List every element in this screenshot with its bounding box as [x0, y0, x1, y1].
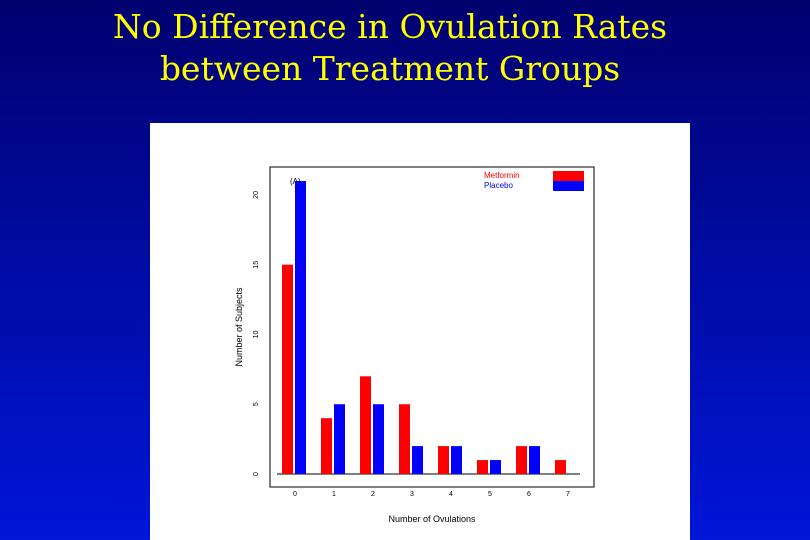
- bar-placebo-0: [295, 180, 306, 475]
- x-tick-label: 3: [410, 491, 414, 498]
- y-tick-label: 5: [253, 402, 260, 406]
- x-axis-title: Number of Ovulations: [388, 514, 476, 524]
- bar-placebo-5: [490, 460, 501, 474]
- bar-metformin-6: [516, 446, 527, 474]
- y-tick-label: 10: [253, 330, 260, 338]
- y-tick-label: 0: [253, 472, 260, 476]
- bar-metformin-5: [477, 460, 488, 474]
- slide-title: No Difference in Ovulation Rates between…: [0, 6, 780, 90]
- y-axis-title: Number of Subjects: [234, 287, 244, 367]
- slide-title-line-2: between Treatment Groups: [159, 49, 621, 88]
- bar-metformin-2: [360, 376, 371, 474]
- x-tick-label: 6: [527, 491, 531, 498]
- legend-label-placebo: Placebo: [484, 181, 513, 190]
- x-tick-label: 0: [293, 491, 297, 498]
- bar-metformin-1: [321, 418, 332, 474]
- x-tick-label: 1: [332, 491, 336, 498]
- chart-figure: (A) Number of Ovulations Number of Subje…: [150, 123, 690, 540]
- bar-placebo-4: [451, 446, 462, 474]
- bar-metformin-4: [438, 446, 449, 474]
- bar-placebo-3: [412, 446, 423, 474]
- bar-placebo-1: [334, 404, 345, 474]
- x-tick-label: 5: [488, 491, 492, 498]
- plot-frame: [269, 166, 595, 488]
- bar-metformin-7: [555, 460, 566, 474]
- x-tick-label: 4: [449, 491, 453, 498]
- bar-metformin-0: [282, 264, 293, 474]
- slide-title-line-1: No Difference in Ovulation Rates: [112, 7, 668, 46]
- y-tick-label: 20: [253, 191, 260, 199]
- bar-placebo-6: [529, 446, 540, 474]
- y-tick-label: 15: [253, 261, 260, 269]
- legend-swatch-placebo: [553, 181, 584, 191]
- legend-swatch-metformin: [553, 171, 584, 181]
- legend-label-metformin: Metformin: [484, 171, 520, 180]
- bar-placebo-2: [373, 404, 384, 474]
- x-tick-label: 2: [371, 491, 375, 498]
- x-tick-label: 7: [566, 491, 570, 498]
- bar-metformin-3: [399, 404, 410, 474]
- bar-chart: (A) Number of Ovulations Number of Subje…: [234, 166, 595, 524]
